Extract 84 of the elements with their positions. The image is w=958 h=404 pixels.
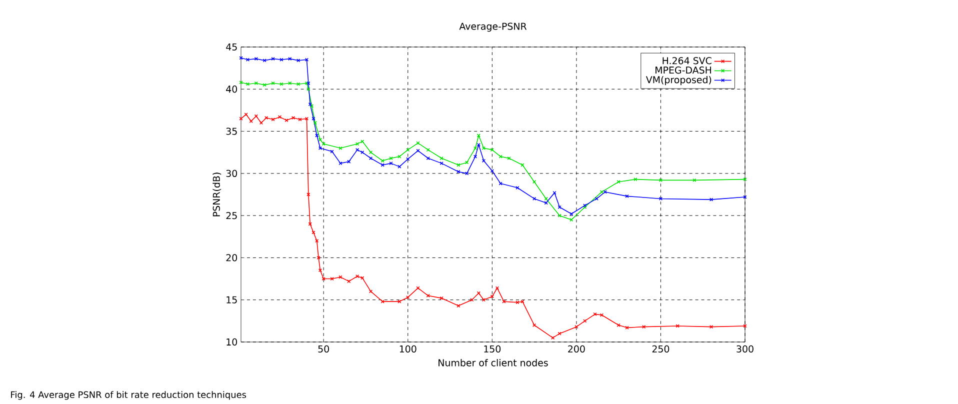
point (426, 294, 430, 298)
y-tick-label: 10 (226, 338, 238, 346)
point (280, 82, 284, 86)
point (312, 230, 316, 234)
point (249, 119, 253, 123)
point (398, 154, 402, 158)
point (406, 296, 410, 300)
point (532, 196, 536, 201)
x-tick-label: 50 (318, 345, 329, 353)
point (490, 169, 494, 173)
point (318, 138, 322, 142)
point (356, 274, 360, 278)
x-tick-label: 100 (400, 345, 416, 353)
y-tick-label: 40 (226, 86, 238, 93)
point (360, 150, 364, 154)
point (465, 172, 469, 176)
x-tick-label: 300 (736, 345, 754, 353)
point (616, 323, 620, 327)
point (254, 56, 258, 61)
point (498, 154, 502, 158)
point (254, 114, 258, 118)
x-tick-label: 200 (568, 345, 585, 353)
point (368, 156, 373, 160)
point (264, 116, 268, 120)
point (642, 325, 646, 329)
point (398, 300, 402, 304)
point (558, 332, 562, 336)
point (594, 196, 598, 201)
y-axis-title: PSNR(dB) (212, 172, 222, 216)
point (360, 140, 364, 144)
point (616, 180, 620, 184)
point (551, 336, 555, 340)
y-tick-label: 30 (226, 170, 238, 178)
point (406, 148, 410, 152)
point (709, 325, 714, 329)
x-tick-label: 250 (652, 345, 670, 353)
point (356, 148, 360, 152)
point (570, 212, 574, 216)
legend-label: MPEG-DASH (656, 66, 712, 74)
point (291, 116, 296, 120)
point (658, 178, 663, 182)
point (474, 146, 478, 150)
point (338, 275, 342, 279)
y-tick-label: 25 (226, 212, 237, 220)
point (676, 324, 680, 328)
point (532, 180, 536, 184)
x-axis-title: Number of client nodes (438, 359, 548, 366)
point (347, 160, 351, 164)
legend-label: VM(proposed) (646, 76, 712, 86)
point (482, 158, 486, 163)
y-tick-label: 45 (226, 43, 237, 51)
point (502, 300, 506, 304)
point (583, 319, 587, 323)
point (244, 112, 248, 116)
point (262, 83, 266, 87)
point (368, 150, 373, 154)
point (490, 148, 494, 152)
point (406, 157, 410, 161)
point (306, 87, 310, 91)
point (322, 142, 326, 146)
point (313, 121, 317, 125)
caption: Fig. 4 Average PSNR of bit rate reduction techniques (11, 391, 246, 400)
point (558, 205, 562, 209)
y-tick-label: 20 (226, 254, 238, 262)
point (658, 196, 663, 201)
point (330, 150, 334, 154)
point (544, 201, 548, 205)
point (558, 214, 562, 218)
point (476, 291, 480, 295)
point (416, 286, 420, 290)
point (476, 142, 480, 147)
point (416, 141, 420, 145)
y-tick-label: 15 (226, 296, 237, 304)
chart-title: Average-PSNR (459, 22, 527, 32)
point (456, 163, 460, 167)
point (380, 300, 384, 304)
point (315, 239, 319, 243)
y-tick-label: 35 (226, 128, 237, 135)
point (298, 118, 302, 122)
x-tick-label: 150 (484, 345, 501, 353)
point (520, 163, 524, 167)
point (498, 182, 502, 186)
point (271, 118, 275, 122)
legend-label: H.264 SVC (662, 57, 712, 64)
